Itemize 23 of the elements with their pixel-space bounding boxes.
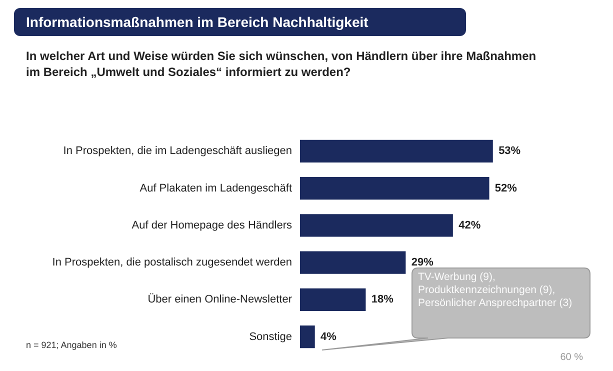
bar	[300, 176, 490, 200]
data-label: 42%	[458, 219, 481, 232]
bar	[300, 251, 406, 274]
data-label: 4%	[320, 330, 337, 343]
data-label: 18%	[371, 294, 394, 306]
y-tick-label: Über einen Online-Newsletter	[148, 292, 292, 306]
data-label: 53%	[498, 145, 521, 158]
text: n = 921; Angaben in %	[26, 340, 117, 350]
y-tick-label: Sonstige	[249, 330, 292, 343]
y-tick-label: Auf der Homepage des Händlers	[132, 219, 292, 232]
bar	[300, 140, 493, 162]
data-label: 29%	[411, 256, 434, 269]
data-label: 52%	[494, 182, 518, 194]
chart-title: Informationsmaßnahmen im Bereich Nachhaltigkeit	[14, 8, 466, 36]
y-tick-label: Auf Plakaten im Ladengeschäft	[140, 182, 292, 194]
y-tick-label: In Prospekten, die im Ladengeschäft ausliegen	[63, 145, 292, 158]
chart-subtitle: In welcher Art und Weise würden Sie sich wünschen, von Händlern über ihre Maßnahmen im Bereich „Umwelt und Soziales“ informiert zu werden?	[26, 48, 538, 80]
annotation: TV-Werbung (9), Produktkennzeichnungen (9), Persönlicher Ansprechpartner (3)	[418, 271, 574, 310]
bar	[300, 326, 315, 348]
bar	[300, 288, 366, 312]
y-tick-label: In Prospekten, die postalisch zugesendet werden	[52, 256, 292, 269]
text: 60 %	[560, 352, 583, 363]
bar	[300, 214, 453, 237]
